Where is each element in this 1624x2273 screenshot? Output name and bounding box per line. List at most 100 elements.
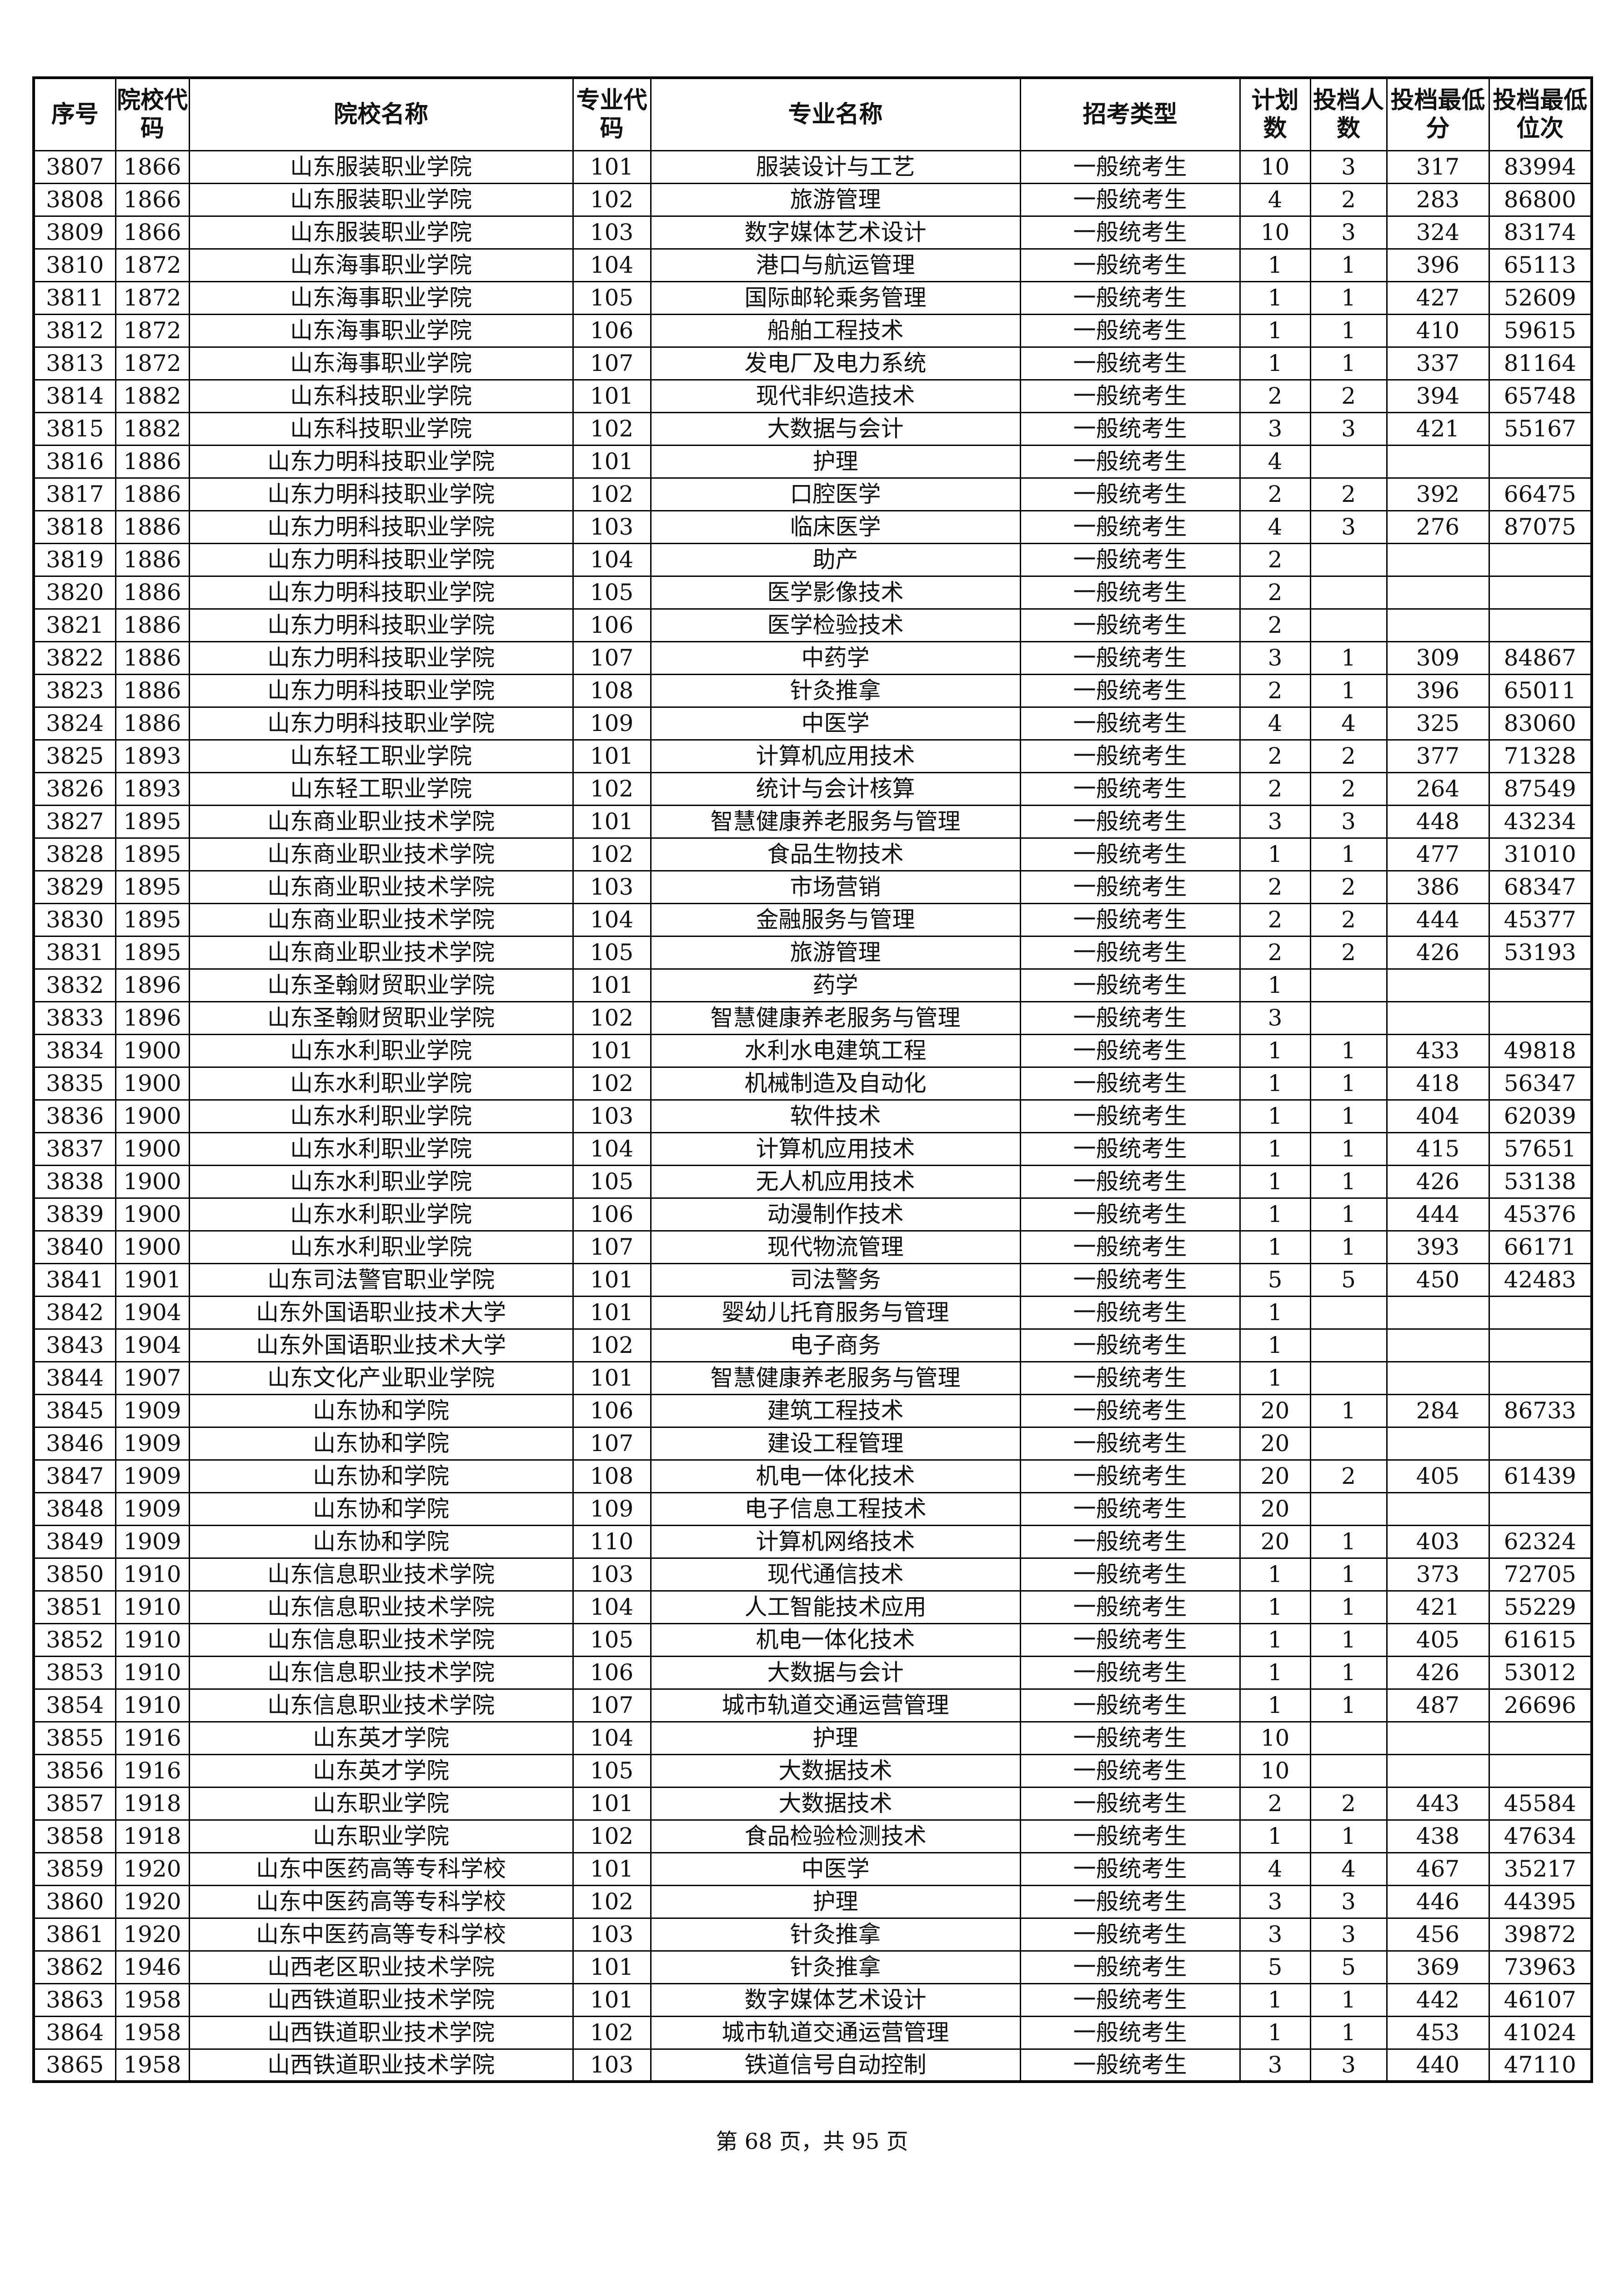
cell-min-score: 264 xyxy=(1386,771,1490,806)
cell-major-name: 智慧健康养老服务与管理 xyxy=(650,804,1021,839)
cell-exam-type: 一般统考生 xyxy=(1019,1852,1241,1886)
page-footer: 第 68 页，共 95 页 xyxy=(716,2129,908,2154)
cell-min-rank: 31010 xyxy=(1488,837,1593,871)
header-major-name: 专业名称 xyxy=(650,77,1021,151)
cell-exam-type: 一般统考生 xyxy=(1019,1361,1241,1395)
cell-plan-count: 2 xyxy=(1239,870,1311,904)
cell-admitted-count: 1 xyxy=(1309,1622,1388,1657)
table-row: 3837 1900 山东水利职业学院 104 计算机应用技术 一般统考生 1 1 415 5765… xyxy=(33,1131,1593,1166)
cell-school-code: 1910 xyxy=(115,1622,190,1657)
cell-school-name: 山东科技职业学院 xyxy=(188,379,574,413)
table-row: 3865 1958 山西铁道职业技术学院 103 铁道信号自动控制 一般统考生 3 3 440 4… xyxy=(33,2048,1593,2083)
cell-major-name: 现代非织造技术 xyxy=(650,379,1021,413)
cell-plan-count: 2 xyxy=(1239,673,1311,708)
cell-plan-count: 1 xyxy=(1239,1819,1311,1853)
cell-admitted-count: 3 xyxy=(1309,804,1388,839)
cell-school-code: 1900 xyxy=(115,1033,190,1068)
cell-major-name: 食品检验检测技术 xyxy=(650,1819,1021,1853)
header-min-score: 投档最低分 xyxy=(1386,77,1490,151)
cell-admitted-count: 1 xyxy=(1309,1099,1388,1133)
cell-admitted-count: 2 xyxy=(1309,870,1388,904)
cell-school-name: 山东中医药高等专科学校 xyxy=(188,1884,574,1919)
cell-min-score: 404 xyxy=(1386,1099,1490,1133)
cell-exam-type: 一般统考生 xyxy=(1019,739,1241,773)
cell-min-rank xyxy=(1488,1328,1593,1362)
cell-school-name: 山东圣翰财贸职业学院 xyxy=(188,968,574,1002)
cell-exam-type: 一般统考生 xyxy=(1019,902,1241,937)
cell-plan-count: 1 xyxy=(1239,1361,1311,1395)
cell-major-code: 103 xyxy=(572,1099,652,1133)
cell-admitted-count: 1 xyxy=(1309,1524,1388,1559)
cell-school-name: 山东协和学院 xyxy=(188,1426,574,1461)
cell-major-name: 市场营销 xyxy=(650,870,1021,904)
cell-major-name: 针灸推拿 xyxy=(650,1917,1021,1952)
cell-school-name: 山东信息职业技术学院 xyxy=(188,1557,574,1592)
cell-admitted-count: 1 xyxy=(1309,837,1388,871)
cell-exam-type: 一般统考生 xyxy=(1019,248,1241,282)
cell-admitted-count: 3 xyxy=(1309,510,1388,544)
cell-admitted-count: 2 xyxy=(1309,182,1388,217)
header-school-name: 院校名称 xyxy=(188,77,574,151)
cell-min-rank: 57651 xyxy=(1488,1131,1593,1166)
cell-admitted-count: 2 xyxy=(1309,935,1388,970)
table-row: 3839 1900 山东水利职业学院 106 动漫制作技术 一般统考生 1 1 444 45376 xyxy=(33,1197,1593,1232)
cell-min-rank: 84867 xyxy=(1488,641,1593,675)
cell-admitted-count: 5 xyxy=(1309,1950,1388,1984)
cell-major-code: 101 xyxy=(572,1295,652,1330)
table-row: 3864 1958 山西铁道职业技术学院 102 城市轨道交通运营管理 一般统考生 1 1 45… xyxy=(33,2015,1593,2050)
cell-admitted-count: 2 xyxy=(1309,1459,1388,1493)
table-row: 3853 1910 山东信息职业技术学院 106 大数据与会计 一般统考生 1 1 426 530… xyxy=(33,1655,1593,1690)
header-exam-type: 招考类型 xyxy=(1019,77,1241,151)
cell-plan-count: 1 xyxy=(1239,1688,1311,1722)
cell-exam-type: 一般统考生 xyxy=(1019,1492,1241,1526)
cell-exam-type: 一般统考生 xyxy=(1019,870,1241,904)
cell-seq: 3846 xyxy=(33,1426,116,1461)
table-row: 3857 1918 山东职业学院 101 大数据技术 一般统考生 2 2 443 45584 xyxy=(33,1786,1593,1821)
cell-major-name: 医学检验技术 xyxy=(650,608,1021,642)
cell-min-rank xyxy=(1488,968,1593,1002)
table-row: 3820 1886 山东力明科技职业学院 105 医学影像技术 一般统考生 2 xyxy=(33,575,1593,610)
cell-school-code: 1918 xyxy=(115,1819,190,1853)
cell-seq: 3835 xyxy=(33,1066,116,1101)
cell-school-name: 山东商业职业技术学院 xyxy=(188,902,574,937)
cell-major-name: 大数据技术 xyxy=(650,1786,1021,1821)
cell-school-name: 山东中医药高等专科学校 xyxy=(188,1852,574,1886)
cell-admitted-count xyxy=(1309,1426,1388,1461)
cell-exam-type: 一般统考生 xyxy=(1019,1590,1241,1624)
cell-plan-count: 1 xyxy=(1239,968,1311,1002)
cell-min-rank: 62324 xyxy=(1488,1524,1593,1559)
cell-plan-count: 1 xyxy=(1239,1066,1311,1101)
table-row: 3815 1882 山东科技职业学院 102 大数据与会计 一般统考生 3 3 421 55167 xyxy=(33,411,1593,446)
cell-school-name: 山东力明科技职业学院 xyxy=(188,444,574,479)
cell-seq: 3864 xyxy=(33,2015,116,2050)
cell-admitted-count: 4 xyxy=(1309,1852,1388,1886)
cell-min-rank: 26696 xyxy=(1488,1688,1593,1722)
cell-min-score: 317 xyxy=(1386,150,1490,184)
cell-seq: 3812 xyxy=(33,313,116,348)
cell-major-code: 101 xyxy=(572,968,652,1002)
cell-school-code: 1910 xyxy=(115,1655,190,1690)
table-row: 3826 1893 山东轻工职业学院 102 统计与会计核算 一般统考生 2 2 264 8754… xyxy=(33,771,1593,806)
cell-min-rank: 42483 xyxy=(1488,1262,1593,1297)
cell-seq: 3863 xyxy=(33,1983,116,2017)
cell-major-name: 计算机网络技术 xyxy=(650,1524,1021,1559)
cell-admitted-count xyxy=(1309,542,1388,577)
table-row: 3832 1896 山东圣翰财贸职业学院 101 药学 一般统考生 1 xyxy=(33,968,1593,1002)
cell-plan-count: 1 xyxy=(1239,1328,1311,1362)
table-row: 3817 1886 山东力明科技职业学院 102 口腔医学 一般统考生 2 2 392 66475 xyxy=(33,477,1593,511)
cell-school-name: 山东圣翰财贸职业学院 xyxy=(188,1001,574,1035)
table-row: 3833 1896 山东圣翰财贸职业学院 102 智慧健康养老服务与管理 一般统考生 3 xyxy=(33,1001,1593,1035)
cell-major-name: 港口与航运管理 xyxy=(650,248,1021,282)
cell-seq: 3819 xyxy=(33,542,116,577)
cell-major-code: 101 xyxy=(572,1852,652,1886)
cell-school-code: 1958 xyxy=(115,1983,190,2017)
cell-min-rank: 61615 xyxy=(1488,1622,1593,1657)
cell-admitted-count: 1 xyxy=(1309,1688,1388,1722)
cell-seq: 3856 xyxy=(33,1753,116,1788)
table-row: 3813 1872 山东海事职业学院 107 发电厂及电力系统 一般统考生 1 1 337 811… xyxy=(33,346,1593,381)
table-row: 3858 1918 山东职业学院 102 食品检验检测技术 一般统考生 1 1 438 47634 xyxy=(33,1819,1593,1853)
cell-school-name: 山东海事职业学院 xyxy=(188,313,574,348)
cell-major-name: 临床医学 xyxy=(650,510,1021,544)
cell-seq: 3818 xyxy=(33,510,116,544)
cell-school-code: 1866 xyxy=(115,182,190,217)
